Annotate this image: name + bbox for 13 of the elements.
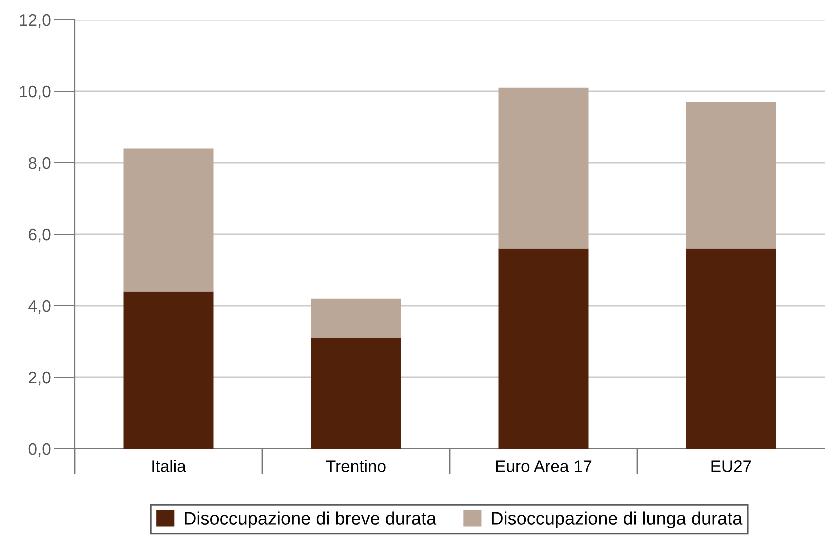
- y-tick-label: 6,0: [29, 228, 51, 243]
- legend-label: Disoccupazione di lunga durata: [492, 512, 743, 529]
- y-tick-label: 0,0: [28, 443, 51, 458]
- legend-label: Disoccupazione di breve durata: [185, 512, 437, 529]
- y-tick-label: 8,0: [28, 157, 51, 172]
- y-tick-label: 10,0: [20, 86, 51, 100]
- y-tick-label: 2,0: [29, 372, 51, 386]
- y-tick-label: 4,0: [28, 300, 51, 314]
- y-tick-label: 12,0: [20, 14, 51, 28]
- x-tick-label: Euro Area 17: [496, 460, 592, 472]
- x-tick-label: Italia: [152, 460, 186, 472]
- x-tick-label: Trentino: [326, 460, 386, 472]
- x-tick-label: EU27: [712, 460, 752, 472]
